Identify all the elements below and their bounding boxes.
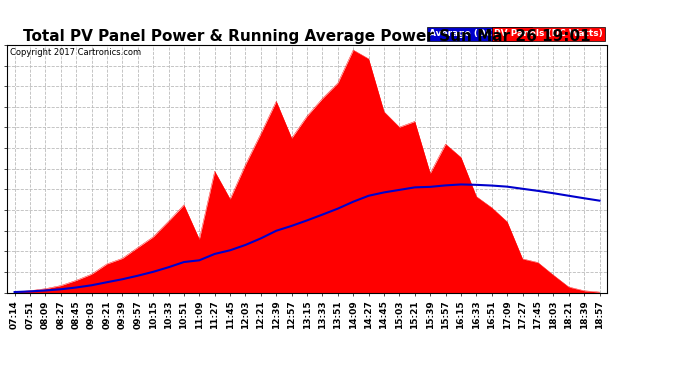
Text: Copyright 2017 Cartronics.com: Copyright 2017 Cartronics.com — [10, 48, 141, 57]
Text: Average (DC Watts): Average (DC Watts) — [429, 29, 529, 38]
Title: Total PV Panel Power & Running Average Power Sun Mar 26 19:01: Total PV Panel Power & Running Average P… — [23, 29, 591, 44]
Text: PV Panels (DC Watts): PV Panels (DC Watts) — [494, 29, 603, 38]
